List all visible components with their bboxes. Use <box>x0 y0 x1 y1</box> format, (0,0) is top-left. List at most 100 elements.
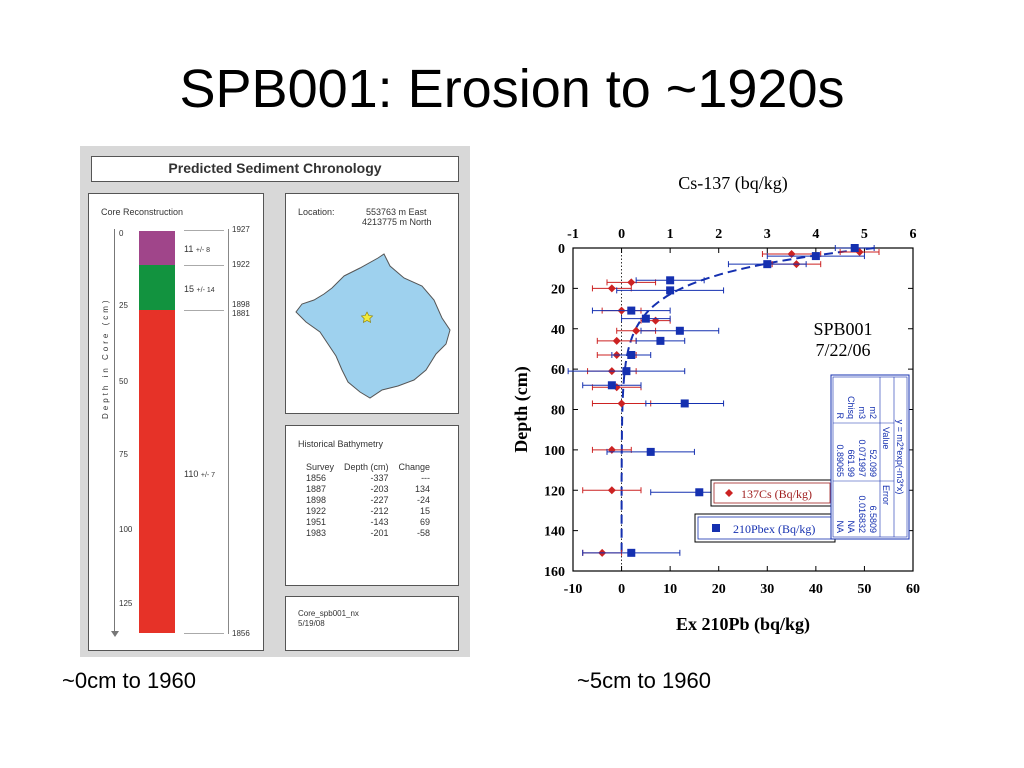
bathymetry-cell: -227 <box>370 495 389 505</box>
segment-3-years: 110 +/- 7 <box>184 469 216 479</box>
year-line-1856 <box>184 633 224 634</box>
pb210-point <box>680 399 689 408</box>
x-bottom-tick-label: -10 <box>564 582 583 597</box>
fit-table-frame <box>830 374 910 540</box>
x-top-tick-label: 6 <box>910 227 917 242</box>
depth-tick-0: 0 <box>119 229 124 238</box>
depth-axis-arrow <box>111 631 119 637</box>
bathymetry-cell: 1983 <box>306 528 327 538</box>
fit-table-cell: R <box>835 413 845 420</box>
bathymetry-cell: 1922 <box>306 506 327 516</box>
fit-table-cell: 6.5809 <box>868 505 878 533</box>
chart-annotation-line1: SPB001 <box>813 319 872 339</box>
bathymetry-cell: -201 <box>370 528 389 538</box>
x-bottom-tick-label: 10 <box>663 582 677 597</box>
pb210-point <box>627 548 636 557</box>
x-top-tick-label: 4 <box>812 227 819 242</box>
depth-tick-25: 25 <box>119 301 128 310</box>
y-tick-label: 160 <box>544 565 565 580</box>
year-label-1922: 1922 <box>232 260 250 269</box>
legend-cs137-marker <box>725 489 733 497</box>
cs137-point <box>617 399 626 408</box>
location-east: 553763 m East <box>366 207 427 217</box>
core-reconstruction-label: Core Reconstruction <box>101 207 184 217</box>
pb210-point <box>675 326 684 335</box>
bathymetry-cell: -143 <box>370 517 389 527</box>
fit-table-header: Error <box>881 485 891 505</box>
fit-table-cell: Chisq <box>846 396 856 419</box>
depth-tick-100: 100 <box>119 525 133 534</box>
pb210-point <box>607 381 616 390</box>
fit-table-cell: 52.099 <box>868 449 878 477</box>
x-bottom-tick-label: 0 <box>618 582 625 597</box>
pb210-point <box>763 260 772 269</box>
pb210-point <box>811 252 820 261</box>
year-label-1881: 1881 <box>232 309 250 318</box>
caption-left: ~0cm to 1960 <box>62 668 196 693</box>
fit-table-cell: 0.016832 <box>857 495 867 533</box>
year-label-1856: 1856 <box>232 629 250 638</box>
y-tick-label: 80 <box>551 404 565 419</box>
legend-pb210-label: 210Pbex (Bq/kg) <box>733 522 815 536</box>
pb210-point <box>627 350 636 359</box>
legend-cs137-label: 137Cs (Bq/kg) <box>741 487 812 501</box>
depth-tick-50: 50 <box>119 377 128 386</box>
fit-table-cell: NA <box>846 520 856 533</box>
x-axis-label: Ex 210Pb (bq/kg) <box>676 614 810 635</box>
bathymetry-cell: --- <box>421 473 431 483</box>
chronology-title: Predicted Sediment Chronology <box>168 160 382 176</box>
year-axis-line <box>228 229 229 634</box>
core-segment-2 <box>139 265 175 310</box>
depth-profile-chart: -10 0 10 20 30 40 50 60-1 0 1 2 3 4 5 6020406080100120… <box>511 173 920 635</box>
year-line-1898 <box>184 310 224 311</box>
cs137-point <box>607 486 616 495</box>
bathymetry-cell: -212 <box>370 506 389 516</box>
y-tick-label: 40 <box>551 323 565 338</box>
depth-tick-75: 75 <box>119 450 128 459</box>
fit-curve <box>620 247 875 555</box>
y-tick-label: 120 <box>544 484 565 499</box>
bathymetry-cell: 134 <box>415 484 431 494</box>
cs137-point <box>627 278 636 287</box>
segment-2-years: 15 +/- 14 <box>184 284 215 294</box>
pb210-point <box>666 276 675 285</box>
bathymetry-cell: -58 <box>417 528 431 538</box>
depth-axis-line <box>114 229 115 631</box>
bathymetry-cell: -337 <box>370 473 389 483</box>
bay-outline <box>295 253 451 399</box>
pb210-point <box>622 367 631 376</box>
file-date: 5/19/08 <box>298 619 325 628</box>
cs137-point <box>632 326 641 335</box>
y-tick-label: 140 <box>544 525 565 540</box>
x-top-tick-label: 3 <box>764 227 771 242</box>
bathymetry-header-cell: Change <box>398 462 431 472</box>
bathymetry-cell: 1898 <box>306 495 327 505</box>
legend-pb210-marker <box>712 524 720 532</box>
bathymetry-cell: 69 <box>420 517 431 527</box>
bathymetry-row: 1887 -203 134 <box>306 484 440 495</box>
chart-title: Cs-137 (bq/kg) <box>678 173 788 194</box>
bathymetry-row: 1898 -227 -24 <box>306 495 440 506</box>
fit-table-cell: 0.071997 <box>857 439 867 477</box>
x-top-tick-label: 1 <box>667 227 674 242</box>
cs137-point <box>855 248 864 257</box>
chronology-title-box: Predicted Sediment Chronology <box>91 156 459 182</box>
file-name: Core_spb001_nx <box>298 609 359 618</box>
slide-title: SPB001: Erosion to ~1920s <box>179 59 845 119</box>
bathymetry-row: 1856 -337 --- <box>306 473 440 484</box>
fit-table-cell: 0.89065 <box>835 444 845 477</box>
file-info-box: Core_spb001_nx 5/19/08 <box>285 596 459 651</box>
core-segment-1 <box>139 231 175 265</box>
fit-table-cell: m2 <box>868 406 878 419</box>
bathymetry-header-row: Survey Depth (cm) Change <box>306 462 440 473</box>
bathymetry-table: Survey Depth (cm) Change 1856 -337 --- 1887… <box>306 462 440 539</box>
bathymetry-row: 1951 -143 69 <box>306 517 440 528</box>
y-tick-label: 60 <box>551 363 565 378</box>
bathymetry-header-cell: Depth (cm) <box>344 462 389 472</box>
x-bottom-tick-label: 20 <box>712 582 726 597</box>
legend-cs137-inner <box>713 482 831 504</box>
depth-axis-label: Depth in Core (cm) <box>101 297 110 419</box>
bathymetry-body: 1856 -337 --- 1887 -203 134 1898 -227 -24 1922 -21… <box>306 473 440 539</box>
location-label: Location: <box>298 207 335 217</box>
bathymetry-title: Historical Bathymetry <box>298 439 384 449</box>
